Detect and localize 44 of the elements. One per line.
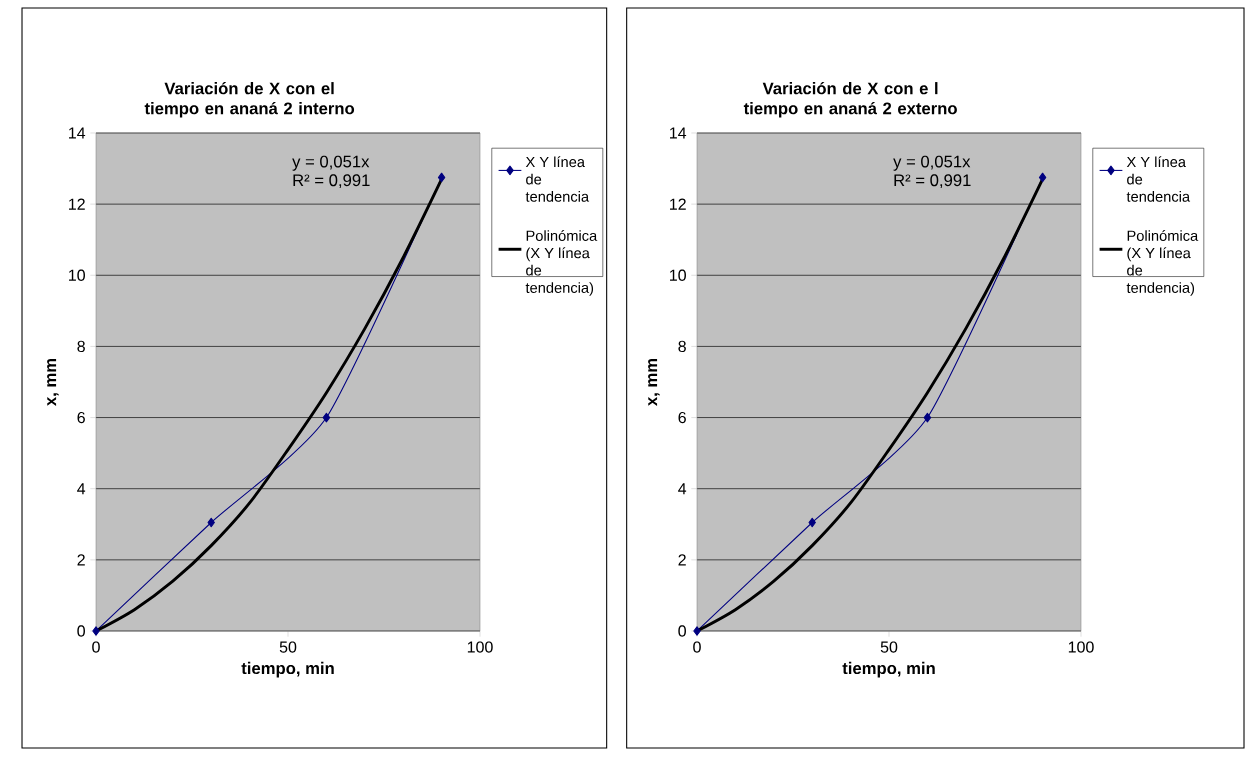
point [207, 517, 215, 528]
y-tick-label: 8 [678, 340, 686, 353]
y-tick-label: 14 [69, 127, 86, 139]
point [437, 172, 446, 183]
point [693, 626, 701, 636]
annotation: y = 0,051x [893, 155, 971, 171]
y-tick-label: 12 [69, 198, 85, 210]
annotation: y = 0,051x [292, 155, 370, 171]
legend-label: X Y línea de tendencia [525, 156, 590, 202]
chart-title: Variación de X con e l tiempo en ananá 2 externo [743, 81, 957, 118]
point [322, 412, 331, 423]
y-tick-label: 12 [670, 198, 686, 210]
y-tick-label: 6 [77, 411, 85, 424]
point [1038, 172, 1047, 183]
y-tick-label: 0 [678, 625, 686, 637]
y-axis-title: x, mm [47, 358, 59, 406]
chart-title: Variación de X con el tiempo en ananá 2 interno [144, 81, 355, 118]
point [923, 412, 932, 423]
legend-label: Polinómica (X Y línea de tendencia) [525, 230, 598, 296]
annotation: R² = 0,991 [894, 174, 971, 189]
legend-label: Polinómica (X Y línea de tendencia) [1126, 230, 1199, 296]
legend-label: X Y línea de tendencia [1126, 156, 1191, 202]
x-tick-label: 100 [1068, 641, 1094, 653]
y-tick-label: 4 [678, 483, 687, 495]
y-tick-label: 2 [678, 554, 686, 566]
x-tick-label: 100 [467, 641, 493, 653]
x-axis-title: tiempo, min [842, 661, 935, 678]
y-tick-label: 0 [77, 625, 85, 637]
x-tick-label: 0 [693, 641, 701, 653]
y-tick-label: 8 [77, 340, 85, 353]
x-tick-label: 50 [279, 641, 297, 653]
x-axis-title: tiempo, min [241, 661, 334, 678]
y-tick-label: 10 [69, 269, 85, 281]
annotation: R² = 0,991 [293, 174, 370, 189]
point [808, 517, 816, 528]
y-tick-label: 4 [77, 483, 86, 495]
y-tick-label: 6 [678, 411, 686, 424]
x-tick-label: 0 [92, 641, 100, 653]
point [92, 626, 100, 636]
y-tick-label: 10 [670, 269, 686, 281]
y-tick-label: 2 [77, 554, 85, 566]
y-tick-label: 14 [670, 127, 687, 139]
y-axis-title: x, mm [648, 358, 660, 406]
x-tick-label: 50 [880, 641, 898, 653]
